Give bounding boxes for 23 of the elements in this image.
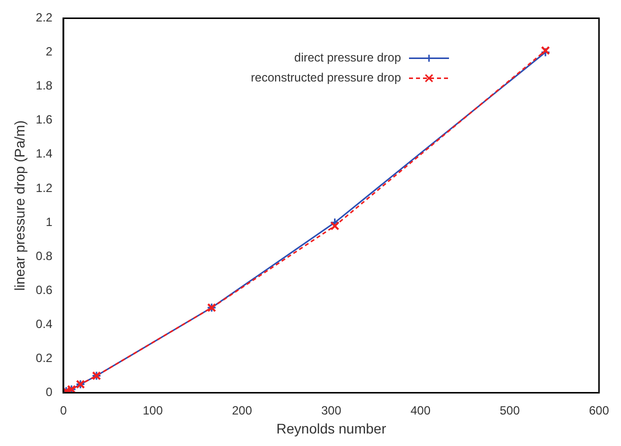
x-tick-label: 300: [321, 403, 342, 418]
x-tick-label: 500: [500, 403, 520, 418]
y-tick-label: 0: [46, 385, 53, 400]
legend-label: reconstructed pressure drop: [250, 70, 402, 85]
x-tick-label: 600: [588, 403, 610, 418]
y-tick-label: 2.2: [36, 10, 53, 25]
y-tick-label: 0.6: [36, 282, 53, 297]
legend-label: direct pressure drop: [294, 50, 402, 65]
x-tick-label: 100: [142, 403, 164, 418]
y-tick-label: 0.4: [36, 317, 53, 332]
y-tick-label: 0.8: [36, 248, 53, 263]
y-tick-label: 1: [46, 214, 53, 229]
y-tick-label: 1.2: [36, 180, 53, 195]
y-axis-title: linear pressure drop (Pa/m): [11, 120, 28, 291]
x-tick-label: 0: [60, 403, 68, 418]
y-tick-label: 0.2: [36, 351, 53, 366]
y-tick-label: 1.6: [36, 112, 53, 127]
x-axis-title: Reynolds number: [276, 420, 386, 436]
y-tick-label: 2: [46, 44, 53, 59]
y-tick-label: 1.4: [36, 146, 53, 161]
x-tick-label: 200: [232, 403, 252, 418]
x-tick-label: 400: [410, 403, 431, 418]
y-tick-label: 1.8: [36, 78, 53, 93]
